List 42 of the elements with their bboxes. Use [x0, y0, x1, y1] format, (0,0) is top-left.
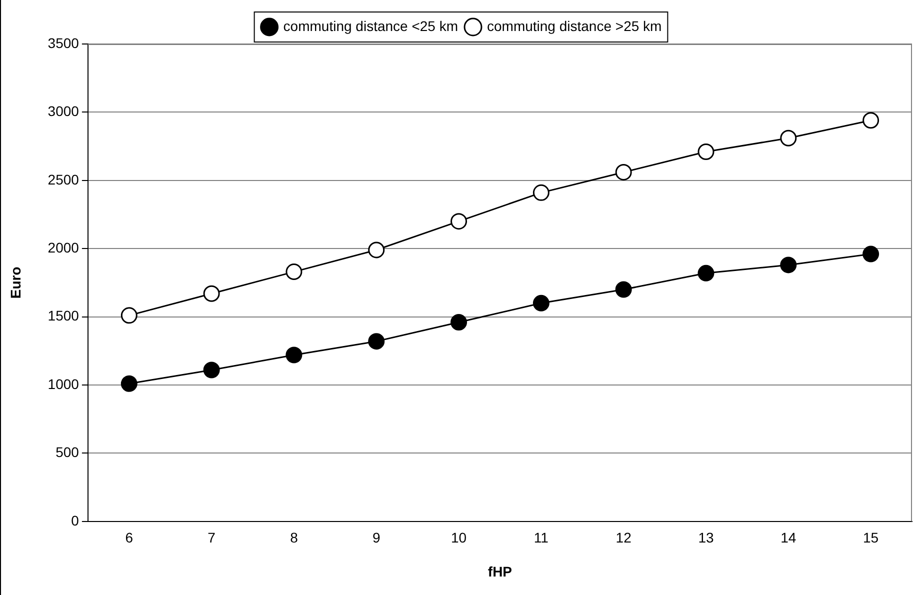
y-tick-label: 2000 [48, 239, 80, 256]
point [532, 184, 550, 201]
x-tick-label: 7 [208, 530, 216, 546]
x-tick-label: 14 [780, 530, 796, 546]
point [120, 375, 138, 392]
point [615, 281, 632, 298]
point [698, 264, 714, 282]
x-tick-label: 8 [290, 530, 298, 546]
x-tick-label: 11 [534, 530, 549, 546]
x-tick-label: 6 [125, 530, 134, 546]
legend-label: commuting distance <25 km [283, 18, 458, 34]
point [698, 144, 714, 160]
x-tick-label: 12 [616, 530, 632, 546]
y-tick-label: 3000 [48, 103, 80, 120]
point [368, 242, 385, 258]
x-tick-label: 10 [450, 530, 467, 546]
y-tick-label: 0 [71, 512, 80, 528]
point [862, 246, 880, 262]
point [862, 112, 880, 129]
point [615, 164, 632, 180]
point [286, 346, 302, 364]
point [120, 307, 138, 324]
point [368, 333, 385, 350]
x-tick-label: 15 [863, 530, 879, 546]
x-tick-label: 13 [698, 530, 714, 546]
point [780, 130, 797, 146]
y-axis-title: Euro [7, 266, 24, 299]
point [450, 213, 468, 230]
y-tick-label: 2500 [48, 171, 80, 188]
y-tick-label: 500 [56, 444, 80, 460]
point [286, 264, 302, 280]
y-tick-label: 1500 [48, 308, 80, 324]
point [203, 362, 220, 378]
point [203, 285, 220, 302]
x-tick-label: 9 [372, 530, 380, 546]
point [532, 294, 550, 312]
x-axis-title: fHP [488, 563, 512, 580]
legend-label: commuting distance >25 km [487, 18, 662, 34]
y-tick-label: 3500 [48, 34, 80, 51]
point [450, 314, 468, 331]
point [780, 256, 797, 274]
y-tick-label: 1000 [48, 376, 80, 392]
